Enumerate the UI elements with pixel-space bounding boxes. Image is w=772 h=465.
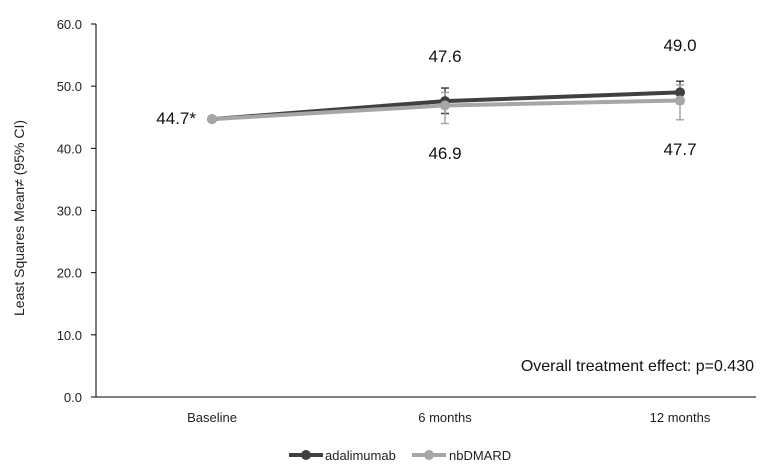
data-label-nbdmard: 47.7 [663, 140, 696, 159]
y-tick-label: 30.0 [57, 204, 82, 219]
legend-label: adalimumab [325, 448, 396, 463]
data-label-adalimumab: 49.0 [663, 36, 696, 55]
x-axis-categories: Baseline 6 months 12 months [187, 410, 711, 425]
y-axis-label: Least Squares Mean≠ (95% CI) [11, 120, 27, 316]
legend-item-adalimumab: adalimumab [289, 448, 396, 463]
data-label-baseline: 44.7* [156, 109, 196, 128]
data-labels: 44.7* 47.6 49.0 46.9 47.7 [156, 36, 696, 163]
treatment-effect-annotation: Overall treatment effect: p=0.430 [521, 358, 754, 375]
data-label-adalimumab: 47.6 [428, 47, 461, 66]
y-tick-label: 60.0 [57, 17, 82, 32]
y-tick-label: 10.0 [57, 328, 82, 343]
y-tick-label: 40.0 [57, 141, 82, 156]
y-axis-ticks: 0.0 10.0 20.0 30.0 40.0 50.0 60.0 [57, 17, 96, 405]
legend-swatch-marker [301, 450, 311, 460]
x-category-label: 12 months [650, 410, 711, 425]
chart-axes [95, 24, 756, 398]
data-point-adalimumab [675, 87, 685, 98]
legend-item-nbDMARD: nbDMARD [412, 448, 511, 463]
data-point-nbDMARD [207, 114, 217, 125]
y-tick-label: 50.0 [57, 79, 82, 94]
series-points [207, 87, 685, 125]
data-point-nbDMARD [440, 100, 450, 111]
data-label-nbdmard: 46.9 [428, 144, 461, 163]
chart-legend: adalimumab nbDMARD [289, 448, 511, 463]
x-category-label: 6 months [418, 410, 472, 425]
x-category-label: Baseline [187, 410, 237, 425]
y-tick-label: 0.0 [64, 390, 82, 405]
y-tick-label: 20.0 [57, 266, 82, 281]
data-point-nbDMARD [675, 95, 685, 106]
legend-label: nbDMARD [449, 448, 511, 463]
legend-swatch-marker [424, 450, 434, 460]
